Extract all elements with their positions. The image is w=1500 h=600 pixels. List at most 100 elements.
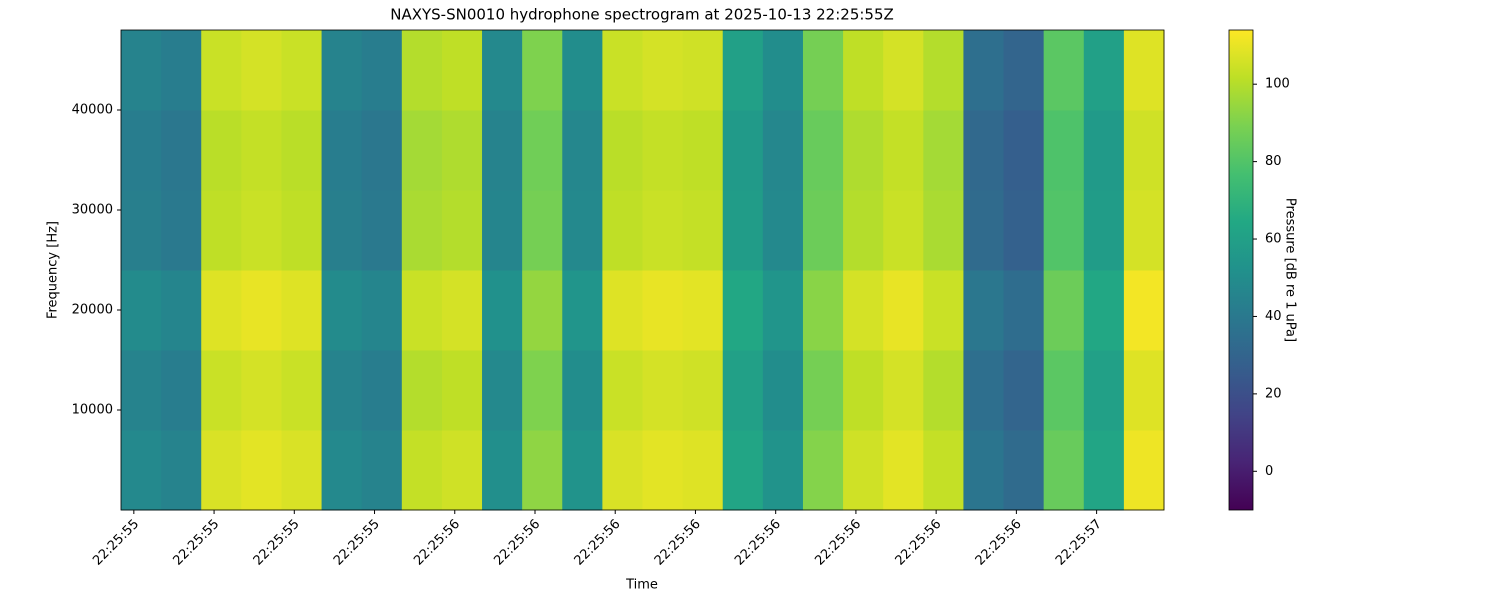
heatmap-cell [482, 270, 523, 351]
heatmap-cell [1123, 110, 1165, 191]
heatmap-cell [562, 430, 603, 511]
colorbar-tick-label: 80 [1265, 154, 1282, 169]
colorbar-tick-label: 20 [1265, 386, 1282, 401]
heatmap-cell [562, 110, 603, 191]
heatmap-cell [762, 110, 804, 191]
x-tick-label: 22:25:55 [90, 517, 142, 569]
heatmap-cell [722, 430, 764, 511]
x-tick-label: 22:25:56 [973, 517, 1025, 569]
heatmap-cell [762, 350, 804, 431]
heatmap-cell [201, 430, 242, 511]
heatmap-cell [1123, 430, 1165, 511]
heatmap-cell [482, 30, 523, 111]
heatmap-cell [482, 190, 523, 271]
heatmap-cell [722, 30, 764, 111]
heatmap-cell [802, 190, 844, 271]
heatmap-cell [963, 30, 1005, 111]
colorbar [1228, 29, 1254, 511]
heatmap-cell [161, 110, 202, 191]
heatmap-cell [522, 30, 563, 111]
heatmap-cell [441, 350, 483, 431]
heatmap-cell [843, 430, 884, 511]
heatmap-cell [1043, 190, 1085, 271]
heatmap-cell [482, 110, 523, 191]
heatmap-cell [281, 110, 323, 191]
heatmap-cell [1043, 30, 1085, 111]
heatmap-cell [562, 350, 603, 431]
x-tick-label: 22:25:55 [251, 517, 303, 569]
heatmap-cell [121, 190, 162, 271]
heatmap-cell [642, 270, 684, 351]
heatmap-cell [1043, 350, 1085, 431]
heatmap-cell [201, 270, 242, 351]
heatmap-cell [762, 270, 804, 351]
heatmap-cell [923, 270, 964, 351]
heatmap-cell [642, 190, 684, 271]
heatmap-cell [682, 190, 724, 271]
heatmap-cell [883, 30, 924, 111]
colorbar-tick-label: 40 [1265, 309, 1282, 324]
heatmap-cell [361, 190, 403, 271]
heatmap-cell [201, 110, 242, 191]
heatmap-cell [802, 350, 844, 431]
x-tick-label: 22:25:56 [812, 517, 864, 569]
heatmap-cell [1123, 30, 1165, 111]
heatmap-cell [602, 430, 643, 511]
heatmap-cell [762, 430, 804, 511]
heatmap-cell [883, 190, 924, 271]
heatmap-cell [722, 190, 764, 271]
heatmap-cell [161, 430, 202, 511]
heatmap-cell [441, 110, 483, 191]
heatmap-cell [642, 110, 684, 191]
heatmap-cell [201, 190, 242, 271]
heatmap-cell [1123, 350, 1165, 431]
heatmap-cell [1043, 430, 1085, 511]
heatmap-cell [843, 30, 884, 111]
heatmap-cell [682, 110, 724, 191]
heatmap-cell [401, 110, 443, 191]
heatmap-cell [121, 30, 162, 111]
heatmap-cell [401, 30, 443, 111]
x-tick-label: 22:25:55 [331, 517, 383, 569]
heatmap-cell [562, 270, 603, 351]
heatmap-cell [321, 350, 363, 431]
heatmap-cell [281, 350, 323, 431]
heatmap-cell [802, 270, 844, 351]
heatmap-cell [1003, 350, 1045, 431]
heatmap-cell [361, 270, 403, 351]
heatmap-cell [482, 430, 523, 511]
heatmap-cell [441, 190, 483, 271]
heatmap-cell [1083, 270, 1125, 351]
heatmap-cell [201, 30, 242, 111]
heatmap-cell [361, 110, 403, 191]
heatmap-cell [161, 350, 202, 431]
heatmap-cell [281, 190, 323, 271]
heatmap-cell [682, 350, 724, 431]
heatmap-cell [321, 110, 363, 191]
heatmap-cell [241, 190, 282, 271]
x-tick-label: 22:25:56 [893, 517, 945, 569]
heatmap-cell [883, 350, 924, 431]
heatmap [121, 30, 1165, 511]
heatmap-cell [682, 430, 724, 511]
heatmap-cell [241, 30, 282, 111]
y-tick-label: 20000 [72, 303, 113, 318]
heatmap-cell [1083, 350, 1125, 431]
heatmap-cell [401, 190, 443, 271]
x-tick-label: 22:25:56 [572, 517, 624, 569]
x-tick-label: 22:25:56 [411, 517, 463, 569]
colorbar-label: Pressure [dB re 1 uPa] [1283, 198, 1298, 342]
heatmap-cell [161, 270, 202, 351]
heatmap-cell [602, 350, 643, 431]
heatmap-cell [802, 30, 844, 111]
heatmap-cell [602, 270, 643, 351]
heatmap-cell [802, 430, 844, 511]
heatmap-cell [1003, 270, 1045, 351]
heatmap-cell [522, 430, 563, 511]
heatmap-cell [602, 30, 643, 111]
y-axis-label: Frequency [Hz] [46, 221, 61, 319]
heatmap-cell [121, 110, 162, 191]
heatmap-cell [883, 430, 924, 511]
heatmap-cell [281, 430, 323, 511]
heatmap-cell [441, 430, 483, 511]
